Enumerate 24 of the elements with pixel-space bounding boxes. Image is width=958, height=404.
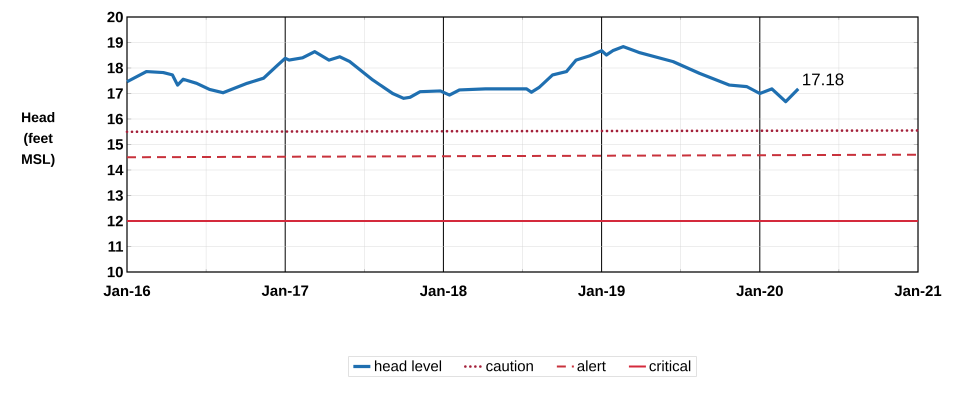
y-tick-label: 18 [108,62,124,74]
y-tick-label: 11 [108,241,124,252]
y-tick-label: 14 [108,164,124,176]
y-tick-label: 13 [108,190,123,201]
legend-label: head level [374,360,442,372]
x-tick-label: Jan-20 [736,286,783,296]
y-tick-label: 12 [108,216,123,226]
legend-label: caution [486,360,533,372]
y-axis-title: Head (feet MSL) [22,112,55,167]
legend-label: alert [577,360,606,372]
annotation: 17.18 [803,73,844,86]
legend-label: critical [650,360,690,372]
x-tick-label: Jan-18 [420,286,467,296]
y-tick-label: 19 [108,37,123,48]
x-tick-label: Jan-19 [578,286,625,296]
x-tick-label: Jan-17 [262,286,308,296]
line-series [125,44,800,104]
y-tick-label: 17 [108,88,123,99]
y-tick-label: 16 [108,114,123,124]
x-tick-label: Jan-16 [104,286,150,296]
y-tick-label: 20 [107,12,123,22]
y-tick-label: 15 [108,139,124,150]
x-tick-label: Jan-21 [894,286,942,296]
y-tick-label: 10 [108,266,123,278]
